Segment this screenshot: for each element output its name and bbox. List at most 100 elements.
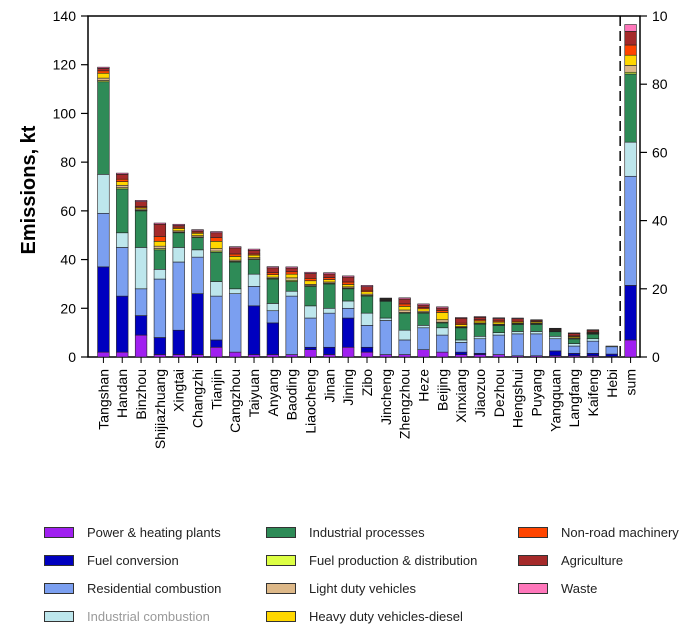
bar-segment-power_heating xyxy=(492,354,505,358)
bar-segment-agriculture xyxy=(97,68,110,72)
bar-segment-industrial_processes xyxy=(153,249,167,270)
bar-segment-residential xyxy=(304,317,317,348)
legend-swatch xyxy=(518,555,548,566)
bar-segment-waste xyxy=(285,266,298,269)
bar-segment-non_road xyxy=(97,70,110,74)
bar-segment-residential xyxy=(417,327,430,350)
bar-segment-residential xyxy=(97,212,110,268)
bar-segment-agriculture xyxy=(229,247,242,255)
bar-segment-waste xyxy=(455,317,468,319)
bar-segment-industrial_combustion xyxy=(605,345,618,348)
bar-segment-residential xyxy=(398,339,411,355)
bar-segment-waste xyxy=(417,303,430,306)
bar-segment-fuel_conversion xyxy=(455,351,468,355)
bar-segment-heavy_duty xyxy=(266,274,279,278)
y-tick-label: 80 xyxy=(60,154,76,170)
bar-segment-agriculture xyxy=(285,267,298,273)
bar-segment-industrial_processes xyxy=(379,300,392,319)
bar-segment-industrial_combustion xyxy=(398,329,411,341)
bar-segment-residential xyxy=(191,256,204,294)
bar-segment-industrial_processes xyxy=(473,323,487,337)
bar-segment-waste xyxy=(191,229,204,232)
bar-segment-heavy_duty xyxy=(436,312,449,321)
bar-segment-industrial_combustion xyxy=(417,325,430,329)
bar-segment-heavy_duty xyxy=(342,284,355,288)
bar-segment-residential xyxy=(172,261,185,331)
bar-segment-industrial_combustion xyxy=(567,343,581,347)
bar-segment-fuel_conversion xyxy=(153,337,167,355)
bar-segment-industrial_processes xyxy=(229,261,242,290)
bar-segment-residential xyxy=(473,338,487,354)
bar-segment-waste xyxy=(511,317,524,320)
bar-segment-agriculture xyxy=(304,273,317,279)
legend-label: Industrial combustion xyxy=(87,609,210,624)
legend-label: Residential combustion xyxy=(87,581,222,596)
bar-segment-heavy_duty xyxy=(247,254,261,258)
bar-segment-heavy_duty xyxy=(304,280,317,285)
x-tick-label: Anyang xyxy=(265,369,281,416)
legend-item: Industrial combustion xyxy=(44,609,210,624)
bar-segment-non_road xyxy=(116,178,129,182)
bar-segment-residential xyxy=(210,295,223,341)
legend-swatch xyxy=(266,583,296,594)
bar-segment-fuel_conversion xyxy=(567,353,581,357)
bar-segment-fuel_conversion xyxy=(191,293,204,355)
bar-segment-industrial_processes xyxy=(360,295,374,314)
right-y-tick-label: 80 xyxy=(652,76,668,92)
legend-label: Agriculture xyxy=(561,553,624,568)
bar-segment-non_road xyxy=(229,253,242,257)
bar-segment-agriculture xyxy=(247,250,261,255)
bar-segment-residential xyxy=(511,333,524,357)
bar-segment-residential xyxy=(342,307,355,319)
bar-segment-waste xyxy=(530,319,543,321)
bar-segment-waste xyxy=(473,316,487,318)
legend-swatch xyxy=(44,527,74,538)
bar-segment-industrial_combustion xyxy=(473,335,487,340)
bar-segment-industrial_processes xyxy=(172,232,185,248)
x-tick-label: Beijing xyxy=(434,369,450,411)
bar-segment-power_heating xyxy=(116,351,129,358)
bar-segment-industrial_combustion xyxy=(455,339,468,343)
bar-segment-industrial_combustion xyxy=(172,247,185,263)
bar-segment-agriculture xyxy=(266,267,279,274)
bar-segment-industrial_combustion xyxy=(134,247,148,290)
bar-segment-heavy_duty xyxy=(191,232,204,237)
bar-segment-fuel_conversion xyxy=(97,266,110,353)
x-tick-label: Yangquan xyxy=(547,369,563,432)
bar-segment-heavy_duty xyxy=(285,273,298,279)
legend-item: Waste xyxy=(518,581,597,596)
bar-segment-agriculture xyxy=(398,298,411,305)
x-tick-label: Handan xyxy=(114,369,130,418)
y-tick-label: 20 xyxy=(60,300,76,316)
bar-segment-light_duty xyxy=(97,77,110,81)
legend-swatch xyxy=(266,611,296,622)
y-tick-label: 120 xyxy=(53,57,77,73)
sum-bar-segment-power_heating xyxy=(624,339,637,358)
bar-segment-industrial_combustion xyxy=(247,273,261,287)
bar-segment-waste xyxy=(342,275,355,278)
bar-segment-fuel_conversion xyxy=(134,315,148,336)
x-tick-label: Heze xyxy=(415,369,431,402)
x-tick-label: Xinxiang xyxy=(453,369,469,423)
legend-item: Fuel production & distribution xyxy=(266,553,477,568)
bar-segment-agriculture xyxy=(417,304,430,308)
bar-segment-agriculture xyxy=(153,223,167,237)
y-tick-label: 100 xyxy=(53,105,77,121)
bar-segment-industrial_processes xyxy=(586,333,600,340)
bar-segment-industrial_combustion xyxy=(360,312,374,326)
bar-segment-heavy_duty xyxy=(116,181,129,186)
bar-segment-power_heating xyxy=(417,349,430,358)
bar-segment-fuel_conversion xyxy=(247,305,261,355)
bar-segment-heavy_duty xyxy=(323,279,336,283)
y-tick-label: 60 xyxy=(60,203,76,219)
bar-segment-industrial_processes xyxy=(549,331,562,337)
bar-segment-industrial_combustion xyxy=(549,335,562,340)
bar-segment-industrial_processes xyxy=(266,278,279,304)
bar-segment-power_heating xyxy=(398,354,411,358)
sum-bar-segment-heavy_duty xyxy=(624,54,637,66)
legend-label: Non-road machinery xyxy=(561,525,679,540)
bar-segment-power_heating xyxy=(342,346,355,358)
bar-segment-residential xyxy=(134,288,148,316)
bar-segment-industrial_processes xyxy=(492,325,505,333)
right-y-tick-label: 40 xyxy=(652,213,668,229)
